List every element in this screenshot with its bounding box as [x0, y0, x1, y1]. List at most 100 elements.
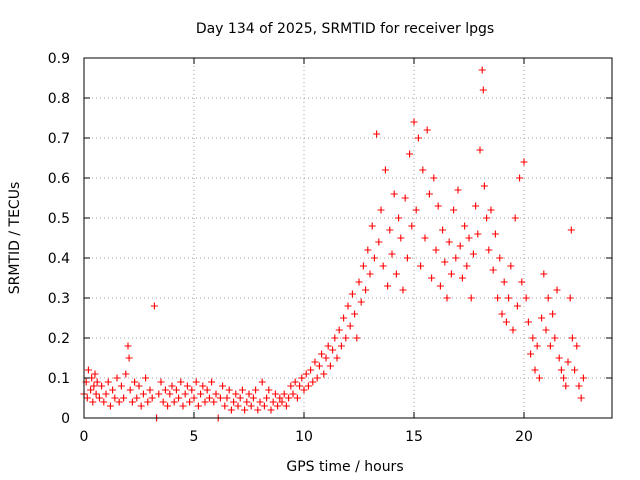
x-tick-label: 15	[405, 429, 423, 445]
data-point	[260, 402, 268, 410]
data-point	[219, 382, 227, 390]
data-point	[553, 286, 561, 294]
data-point	[109, 386, 117, 394]
x-tick-label: 0	[80, 429, 89, 445]
data-point	[230, 398, 238, 406]
data-point	[194, 402, 202, 410]
x-tick-labels: 0 5 10 15 20	[80, 429, 533, 445]
data-point	[423, 126, 431, 134]
data-point	[560, 374, 568, 382]
data-point	[368, 222, 376, 230]
data-point	[445, 238, 453, 246]
data-point	[100, 398, 108, 406]
data-point	[148, 394, 156, 402]
data-point	[397, 234, 405, 242]
data-point	[434, 202, 442, 210]
data-point	[287, 382, 295, 390]
data-point	[293, 394, 301, 402]
data-point	[247, 402, 255, 410]
data-point	[370, 254, 378, 262]
data-point	[373, 130, 381, 138]
data-point	[500, 278, 508, 286]
data-point	[522, 294, 530, 302]
data-point	[102, 390, 110, 398]
data-point	[115, 398, 123, 406]
data-point	[190, 394, 198, 402]
data-point	[168, 382, 176, 390]
data-point	[128, 398, 136, 406]
data-point	[518, 278, 526, 286]
y-tick-label: 0.4	[48, 251, 70, 267]
data-point	[414, 134, 422, 142]
data-point	[95, 394, 103, 402]
data-point	[511, 214, 519, 222]
data-point	[210, 398, 218, 406]
data-point	[133, 394, 141, 402]
x-axis-label: GPS time / hours	[286, 459, 403, 475]
data-point	[353, 334, 361, 342]
data-point	[390, 190, 398, 198]
data-point	[221, 402, 229, 410]
plot-frame	[83, 57, 613, 419]
data-point	[84, 366, 92, 374]
data-point	[87, 386, 95, 394]
data-point	[311, 358, 319, 366]
data-point	[366, 270, 374, 278]
data-point	[188, 386, 196, 394]
data-point	[161, 386, 169, 394]
data-point	[150, 302, 158, 310]
data-point	[183, 382, 191, 390]
data-point	[223, 394, 231, 402]
data-point	[362, 286, 370, 294]
data-point	[300, 386, 308, 394]
data-point	[573, 342, 581, 350]
data-point	[452, 254, 460, 262]
data-point	[498, 310, 506, 318]
data-point	[258, 378, 266, 386]
data-point	[179, 402, 187, 410]
data-point	[282, 402, 290, 410]
data-point	[254, 406, 262, 414]
data-point	[496, 254, 504, 262]
data-point	[527, 350, 535, 358]
data-point	[386, 226, 394, 234]
data-point	[505, 294, 513, 302]
data-point	[92, 390, 100, 398]
y-tick-label: 0.5	[48, 211, 70, 227]
data-point	[375, 238, 383, 246]
data-point	[170, 398, 178, 406]
data-point	[351, 310, 359, 318]
data-point	[329, 346, 337, 354]
data-point	[441, 258, 449, 266]
data-point	[474, 230, 482, 238]
data-point	[564, 358, 572, 366]
data-points	[80, 66, 587, 422]
data-point	[164, 402, 172, 410]
data-point	[342, 334, 350, 342]
data-point	[83, 394, 91, 402]
data-point	[443, 294, 451, 302]
x-tick-label: 20	[515, 429, 533, 445]
data-point	[377, 206, 385, 214]
data-point	[175, 394, 183, 402]
data-point	[274, 402, 282, 410]
y-tick-label: 0.1	[48, 371, 70, 387]
x-tick-label: 5	[190, 429, 199, 445]
data-point	[381, 166, 389, 174]
data-point	[467, 294, 475, 302]
data-point	[313, 374, 321, 382]
data-point	[331, 334, 339, 342]
data-point	[278, 398, 286, 406]
data-point	[421, 234, 429, 242]
data-point	[117, 382, 125, 390]
data-point	[186, 398, 194, 406]
data-point	[289, 390, 297, 398]
data-point	[315, 362, 323, 370]
data-point	[98, 382, 106, 390]
data-point	[104, 378, 112, 386]
data-point	[401, 194, 409, 202]
data-point	[208, 378, 216, 386]
data-point	[205, 394, 213, 402]
data-point	[232, 390, 240, 398]
